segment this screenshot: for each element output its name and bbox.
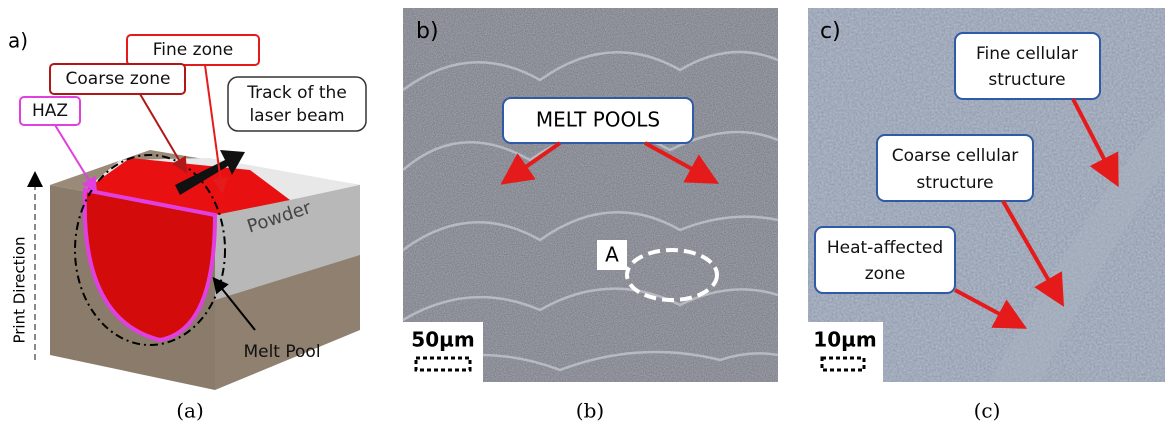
track-box <box>227 76 367 132</box>
track-label: laser beam <box>249 106 344 126</box>
beam-arrow <box>175 150 245 195</box>
panel-a: a) Powder Solidified Metal Part Print Di… <box>8 29 367 423</box>
haz-arrow <box>954 288 1028 329</box>
coarse-arrow <box>139 93 188 174</box>
pool-outline <box>74 154 226 346</box>
track-label: Track of the <box>246 83 347 103</box>
panel-label: a) <box>8 29 28 53</box>
coarse-label: Coarse zone <box>66 69 171 89</box>
scale-bar <box>414 356 472 372</box>
panel-c: c) Fine cellular structure Coarse cellul… <box>808 8 1165 423</box>
haz-box <box>814 226 956 294</box>
coarse-label: structure <box>916 173 993 193</box>
fine-label: Fine zone <box>153 40 233 60</box>
micrograph-texture <box>403 8 778 382</box>
powder-side <box>215 185 360 300</box>
pool-arrow <box>212 276 256 331</box>
melt-arrow <box>644 141 720 184</box>
coarse-box <box>49 63 186 95</box>
fine-label: structure <box>988 70 1065 90</box>
coarse-box <box>876 134 1034 202</box>
coarse-label: Coarse cellular <box>892 146 1019 166</box>
melt-pool <box>82 187 218 343</box>
caption: (b) <box>576 399 604 423</box>
fine-box <box>954 32 1101 100</box>
haz-label: Heat-affected <box>827 238 943 258</box>
fine-arrow <box>204 64 229 194</box>
melt-arrow <box>500 141 562 185</box>
region-a <box>625 248 719 302</box>
haz-label: HAZ <box>32 101 68 121</box>
point-label: A <box>605 243 619 267</box>
panel-label: b) <box>416 19 439 44</box>
fine-arrow <box>1071 98 1119 188</box>
scale-bar <box>820 356 866 372</box>
scale-box <box>808 322 883 382</box>
haz-box <box>19 96 81 126</box>
point-box <box>597 240 627 270</box>
caption: (a) <box>176 399 204 423</box>
panel-label: c) <box>820 19 841 44</box>
haz-arrow <box>54 124 98 194</box>
fine-label: Fine cellular <box>976 44 1078 64</box>
scale-label: 10µm <box>813 328 876 352</box>
haz-label: zone <box>865 264 906 284</box>
scale-label: 50µm <box>411 328 474 352</box>
panel-b: b) MELT POOLS A 50µm (b) <box>402 8 779 423</box>
caption: (c) <box>974 399 1001 423</box>
melt-box <box>502 97 694 144</box>
coarse-arrow <box>1001 200 1064 307</box>
print-label: Print Direction <box>11 236 29 343</box>
melt-label: MELT POOLS <box>536 108 660 132</box>
pool-label: Melt Pool <box>243 342 320 362</box>
haz-band <box>990 110 1165 382</box>
pool-boundaries <box>402 50 779 372</box>
fine-box <box>126 34 260 66</box>
scale-box <box>403 322 483 382</box>
